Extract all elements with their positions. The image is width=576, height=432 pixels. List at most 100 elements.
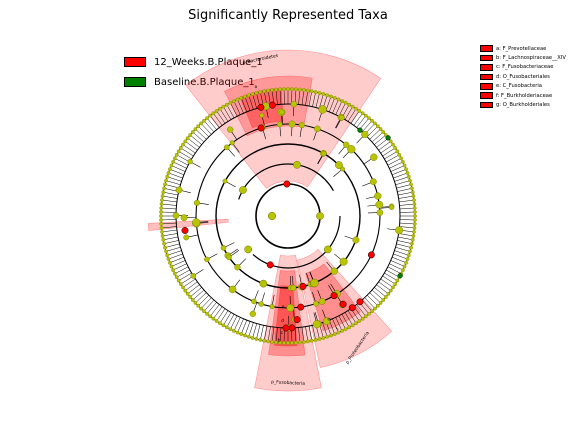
- leaf-spoke: [275, 327, 278, 343]
- leaf-node: [178, 146, 183, 150]
- leaf-node: [402, 163, 407, 168]
- taxon-node: [220, 245, 227, 251]
- leaf-spoke: [263, 325, 268, 341]
- leaf-spoke: [369, 292, 381, 304]
- leaf-spoke: [328, 320, 335, 335]
- leaf-spoke: [308, 325, 313, 341]
- leaf-node: [370, 118, 374, 123]
- taxon-node: [330, 267, 338, 275]
- leaf-spoke: [279, 327, 282, 343]
- leaf-node: [174, 275, 179, 280]
- phylum-node-0: [293, 160, 301, 169]
- leaf-node: [166, 171, 171, 175]
- leaf-node: [340, 99, 344, 103]
- leaf-spoke: [319, 93, 324, 109]
- leaf-node: [347, 325, 352, 330]
- leaf-node: [224, 102, 229, 107]
- leaf-spoke: [187, 137, 200, 148]
- leaf-spoke: [198, 126, 209, 137]
- leaf-node: [159, 222, 164, 226]
- leaf-spoke: [223, 312, 232, 326]
- enriched-node-7: [288, 324, 296, 332]
- leaf-node: [168, 260, 172, 265]
- key-swatch: [480, 54, 493, 62]
- taxon-node: [288, 120, 296, 128]
- leaf-spoke: [371, 289, 384, 301]
- leaf-spoke: [275, 89, 278, 105]
- leaf-spoke: [396, 243, 412, 248]
- leaf-node: [405, 257, 410, 261]
- leaf-spoke: [298, 89, 301, 105]
- phylum-node-1: [323, 245, 332, 254]
- enriched-node-9: [330, 292, 338, 300]
- leaf-node: [401, 268, 405, 272]
- enriched-node-2: [257, 103, 265, 111]
- leaf-node: [176, 149, 181, 154]
- leaf-spoke: [163, 236, 179, 241]
- leaf-spoke: [389, 161, 404, 169]
- key-label: c: F_Fusobacteriaceae: [496, 64, 554, 71]
- leaf-spoke: [195, 128, 207, 140]
- key-swatch: [480, 101, 493, 109]
- taxon-node: [187, 158, 193, 165]
- leaf-node: [258, 338, 263, 342]
- enriched-node-5: [297, 303, 305, 311]
- leaf-node: [174, 152, 179, 157]
- leaf-node: [412, 206, 417, 210]
- leaf-node: [214, 109, 219, 113]
- leaf-node: [410, 237, 415, 242]
- leaf-node: [410, 186, 414, 191]
- leaf-node: [412, 230, 416, 234]
- sector-label-1: p_Fusobacteria: [271, 379, 305, 387]
- key-label: a: F_Prevotellaceae: [496, 45, 547, 52]
- leaf-node: [309, 89, 314, 94]
- leaf-node: [401, 160, 405, 164]
- leaf-spoke: [192, 131, 205, 143]
- leaf-node: [388, 139, 393, 144]
- leaf-node: [357, 319, 362, 323]
- leaf-node: [168, 167, 172, 172]
- leaf-node: [160, 198, 164, 202]
- leaf-node: [164, 249, 168, 254]
- clade-sector-3: [254, 254, 322, 392]
- leaf-node: [397, 152, 402, 157]
- leaf-spoke: [209, 304, 220, 317]
- leaf-node: [262, 338, 267, 343]
- taxon-node: [183, 234, 190, 241]
- leaf-spoke: [344, 106, 353, 120]
- legend: 12_Weeks.B.Plaque_1 Baseline.B.Plaque_1: [124, 52, 263, 92]
- leaf-spoke: [165, 247, 181, 252]
- leaf-node: [178, 282, 183, 286]
- leaf-spoke: [338, 315, 346, 330]
- leaf-node: [172, 271, 177, 276]
- leaf-spoke: [386, 269, 400, 278]
- key-item-f: f: F_Burkholderiaceae: [480, 91, 566, 100]
- leaf-node: [169, 264, 174, 269]
- leaf-node: [190, 130, 195, 134]
- enriched-node-0: [283, 180, 291, 188]
- leaf-spoke: [341, 314, 350, 328]
- leaf-spoke: [312, 325, 316, 340]
- leaf-spoke: [230, 315, 238, 330]
- enriched-node-14: [266, 261, 274, 269]
- leaf-spoke: [248, 95, 254, 110]
- leaf-node: [243, 94, 247, 99]
- leaf-node: [183, 288, 188, 293]
- leaf-node: [164, 178, 168, 183]
- leaf-spoke: [380, 144, 394, 154]
- leaf-node: [391, 142, 395, 147]
- clade-sector-0: [185, 49, 382, 189]
- leaf-spoke: [161, 229, 177, 233]
- leaf-node: [340, 329, 344, 333]
- leaf-spoke: [216, 110, 226, 124]
- leaf-node: [254, 91, 259, 95]
- leaf-node: [360, 316, 365, 321]
- leaf-node: [183, 139, 188, 144]
- leaf-spoke: [198, 295, 209, 306]
- leaf-spoke: [271, 327, 275, 343]
- taxon-node: [318, 298, 326, 305]
- leaf-node: [298, 87, 302, 92]
- leaf-node: [190, 298, 195, 302]
- leaf-spoke: [353, 113, 363, 126]
- leaf-spoke: [367, 295, 378, 306]
